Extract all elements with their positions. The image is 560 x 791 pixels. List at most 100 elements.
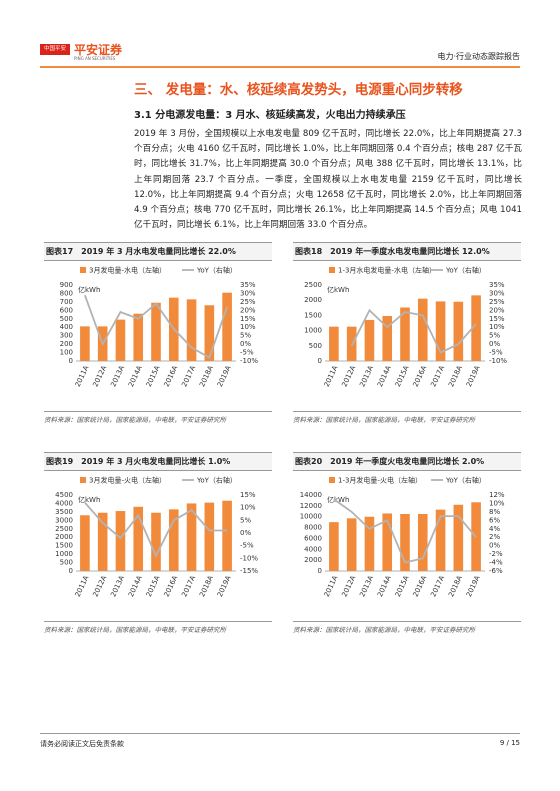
y-tick-label: 2000 [55, 533, 73, 541]
y-tick-label: 1500 [55, 542, 73, 550]
figure-source: 资料来源：国家统计局，国家能源局，中电联，平安证券研究所 [293, 621, 521, 634]
y2-tick-label: -5% [240, 349, 254, 357]
chart: 0100200300400500600700800900-10%-5%0%5%1… [60, 266, 259, 389]
y-tick-label: 4500 [55, 491, 73, 499]
x-tick-label: 2019A [216, 364, 233, 388]
bar [435, 301, 446, 361]
figure: 图表18 2019 年一季度水电发电量同比增长 12.0% 0 500 1000 1500… [293, 242, 521, 424]
x-tick-label: 2016A [163, 364, 180, 388]
line [333, 498, 477, 564]
x-tick-label: 2015A [145, 574, 162, 598]
x-tick-label: 2013A [109, 364, 126, 388]
bar [204, 502, 215, 571]
x-tick-label: 2018A [198, 364, 215, 388]
y2-tick-label: 35% [240, 281, 256, 289]
y-tick-label: 10000 [300, 513, 322, 521]
bar [222, 500, 232, 571]
y2-tick-label: -15% [240, 567, 258, 575]
bar [346, 518, 357, 571]
bar [222, 292, 232, 361]
y-tick-label: 100 [60, 349, 73, 357]
x-tick-label: 2013A [358, 364, 375, 388]
bar [471, 295, 481, 361]
x-tick-label: 2016A [412, 574, 429, 598]
bar [151, 302, 161, 361]
figure-header: 图表19 2019 年 3 月火电发电量同比增长 1.0% [44, 452, 272, 471]
y2-tick-label: 4% [489, 525, 500, 533]
x-tick-label: 2016A [412, 364, 429, 388]
y-tick-label: 500 [60, 315, 73, 323]
bar [417, 514, 428, 571]
bar [453, 504, 464, 571]
figure-title: 2019 年 3 月水电发电量同比增长 22.0% [81, 247, 236, 256]
y-tick-label: 200 [60, 340, 73, 348]
y2-tick-label: 30% [240, 289, 256, 297]
y2-tick-label: 5% [240, 332, 251, 340]
y-tick-label: 4000 [55, 499, 73, 507]
legend-label: YoY（右轴） [196, 476, 237, 485]
body-paragraph: 2019 年 3 月份，全国规模以上水电发电量 809 亿千瓦时，同比增长 22… [134, 129, 522, 231]
y2-tick-label: 20% [489, 306, 505, 314]
x-tick-label: 2018A [447, 574, 464, 598]
bar [186, 503, 197, 571]
x-tick-label: 2014A [376, 574, 393, 598]
figure-source: 资料来源：国家统计局，国家能源局，中电联，平安证券研究所 [293, 411, 521, 424]
figure: 图表19 2019 年 3 月火电发电量同比增长 1.0% 0 500 1000 1500… [44, 452, 272, 634]
y2-tick-label: 15% [240, 315, 256, 323]
bar [151, 512, 161, 571]
unit-label: 亿kWh [78, 285, 100, 294]
y2-tick-label: 0% [489, 340, 500, 348]
y-tick-label: 900 [60, 281, 73, 289]
x-tick-label: 2013A [109, 574, 126, 598]
y2-tick-label: 10% [240, 323, 256, 331]
y-tick-label: 0 [69, 357, 73, 365]
logo-badge: 中国平安 [40, 44, 70, 55]
y2-tick-label: 25% [240, 298, 256, 306]
y2-tick-label: -10% [240, 357, 258, 365]
bar [80, 326, 90, 361]
bar [115, 511, 126, 571]
y2-tick-label: 6% [489, 516, 500, 524]
page-number: 9 / 15 [499, 739, 520, 747]
bar [453, 301, 464, 361]
figure-label: 图表20 [295, 457, 323, 466]
section-title: 三、 发电量：水、核延续高发势头，电源重心同步转移 [134, 82, 463, 98]
bar [186, 299, 197, 361]
figure-header: 图表17 2019 年 3 月水电发电量同比增长 22.0% [44, 242, 272, 261]
figure-title: 2019 年一季度火电发电量同比增长 2.0% [330, 457, 485, 466]
x-tick-label: 2017A [180, 574, 197, 598]
figure-label: 图表19 [46, 457, 74, 466]
legend-label: 1-3月水电发电量-水电（左轴） [338, 266, 436, 275]
y-tick-label: 400 [60, 323, 73, 331]
x-tick-label: 2017A [429, 574, 446, 598]
y2-tick-label: -5% [240, 542, 254, 550]
legend-label: YoY（右轴） [445, 266, 486, 275]
y-tick-label: 2500 [55, 525, 73, 533]
figure-source: 资料来源：国家统计局，国家能源局，中电联，平安证券研究所 [44, 411, 272, 424]
legend-swatch [329, 267, 335, 273]
unit-label: 亿kWh [78, 495, 100, 504]
x-tick-label: 2015A [145, 364, 162, 388]
y2-tick-label: 5% [489, 332, 500, 340]
y2-tick-label: 12% [489, 491, 505, 499]
bar [133, 506, 144, 571]
y-tick-label: 14000 [300, 491, 322, 499]
x-tick-label: 2011A [74, 364, 91, 388]
y2-tick-label: 0% [240, 340, 251, 348]
figure-header: 图表20 2019 年一季度火电发电量同比增长 2.0% [293, 452, 521, 471]
y-tick-label: 1000 [304, 327, 322, 335]
y2-tick-label: 10% [489, 323, 505, 331]
y2-tick-label: -2% [489, 550, 503, 558]
x-tick-label: 2012A [91, 574, 108, 598]
bar [382, 316, 393, 361]
line [350, 308, 477, 354]
y2-tick-label: -10% [240, 554, 258, 562]
x-tick-label: 2017A [429, 364, 446, 388]
y2-tick-label: 8% [489, 508, 500, 516]
x-tick-label: 2019A [465, 574, 482, 598]
unit-label: 亿kWh [327, 495, 349, 504]
y-tick-label: 800 [60, 289, 73, 297]
y-tick-label: 2000 [304, 296, 322, 304]
bar [329, 522, 339, 571]
y2-tick-label: 0% [489, 542, 500, 550]
